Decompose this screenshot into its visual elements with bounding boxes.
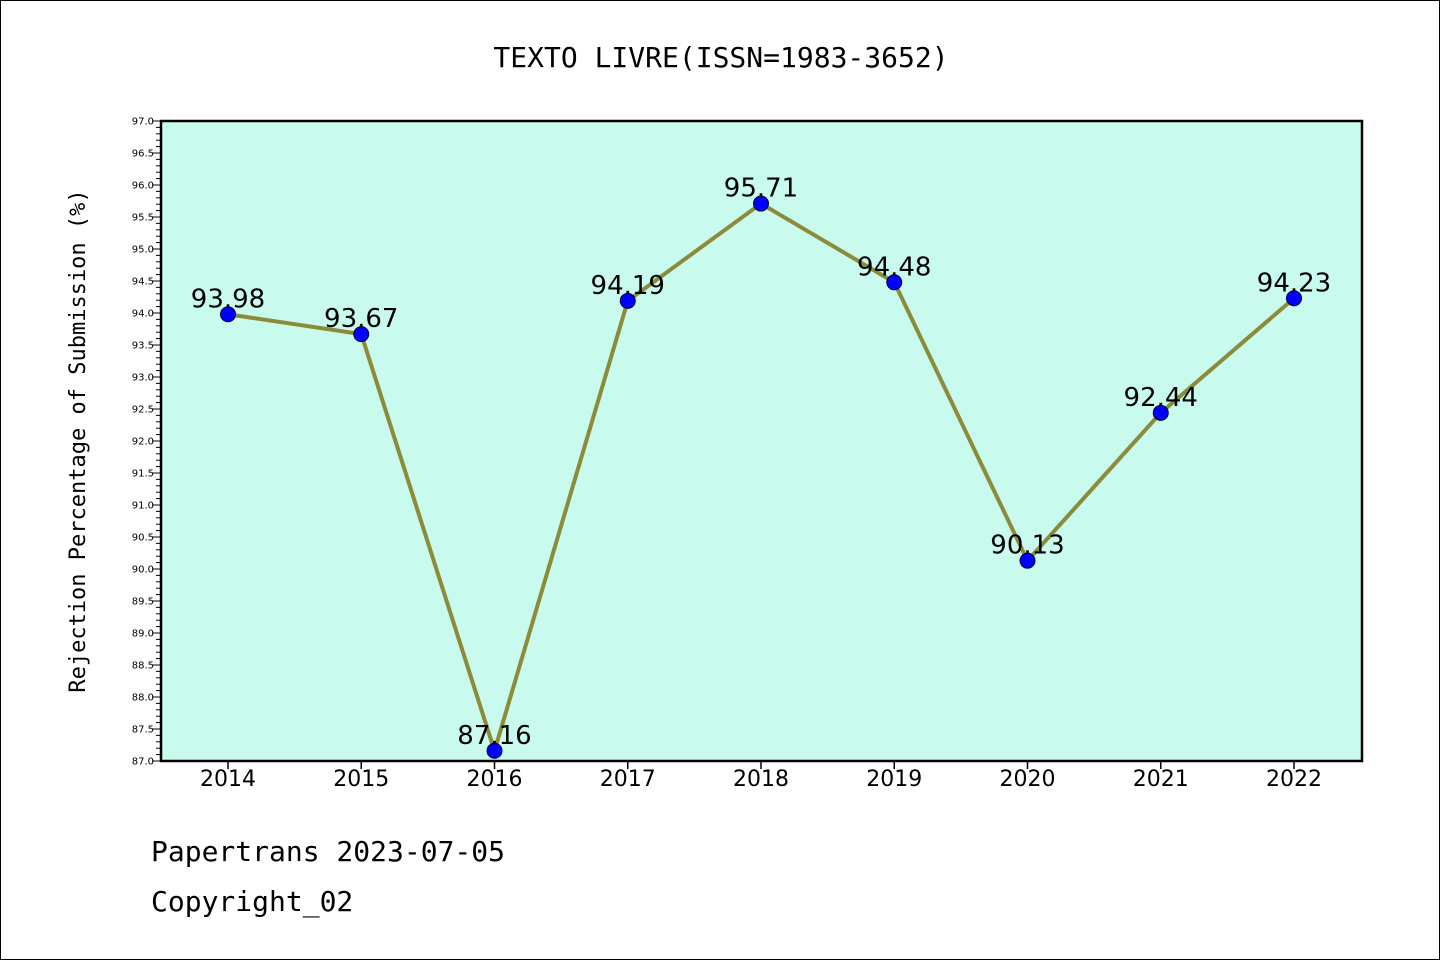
- data-point: [1286, 290, 1302, 307]
- y-tick-label: 90.5: [132, 533, 154, 544]
- data-point: [353, 326, 370, 343]
- data-point: [886, 274, 903, 291]
- y-tick-label: 93.5: [132, 341, 154, 352]
- data-label: 94.48: [857, 252, 931, 282]
- data-point: [1152, 404, 1169, 421]
- y-tick-label: 94.0: [132, 309, 154, 320]
- x-tick-label: 2016: [467, 767, 523, 792]
- data-label: 92.44: [1124, 383, 1198, 413]
- copyright-note: Copyright_02: [151, 885, 354, 918]
- data-label: 94.19: [591, 271, 665, 301]
- data-point: [753, 195, 769, 212]
- x-tick-label: 2022: [1266, 767, 1322, 792]
- y-tick-label: 93.0: [132, 373, 154, 384]
- y-tick-label: 95.0: [132, 245, 154, 256]
- x-tick-label: 2021: [1133, 767, 1189, 792]
- data-label: 90.13: [990, 531, 1064, 561]
- y-tick-label: 88.0: [132, 693, 154, 704]
- x-tick-label: 2014: [200, 767, 256, 792]
- y-axis-label: Rejection Percentage of Submission (%): [66, 189, 91, 692]
- y-tick-label: 92.5: [132, 405, 154, 416]
- x-tick-label: 2019: [866, 767, 922, 792]
- y-tick-label: 94.5: [132, 277, 154, 288]
- y-tick-label: 96.5: [132, 149, 154, 160]
- data-label: 94.23: [1257, 268, 1331, 298]
- chart-title: TEXTO LIVRE(ISSN=1983-3652): [493, 41, 948, 74]
- data-point: [486, 742, 503, 759]
- y-tick-label: 90.0: [132, 565, 154, 576]
- data-label: 87.16: [457, 721, 531, 751]
- x-tick-label: 2017: [600, 767, 656, 792]
- data-point: [220, 306, 236, 323]
- x-tick-label: 2020: [1000, 767, 1056, 792]
- y-tick-label: 87.5: [132, 725, 154, 736]
- y-tick-label: 97.0: [132, 117, 154, 128]
- y-tick-label: 88.5: [132, 661, 154, 672]
- data-label: 95.71: [724, 174, 798, 204]
- data-label: 93.67: [324, 304, 398, 334]
- source-note: Papertrans 2023-07-05: [151, 835, 506, 868]
- data-label: 93.98: [191, 284, 265, 314]
- y-tick-label: 89.5: [132, 597, 154, 608]
- data-point: [619, 292, 636, 309]
- y-tick-label: 91.0: [132, 501, 154, 512]
- plot-frame: [159, 119, 1364, 763]
- y-tick-label: 89.0: [132, 629, 154, 640]
- y-tick-label: 95.5: [132, 213, 154, 224]
- y-tick-label: 87.0: [132, 757, 154, 768]
- plot-background: [161, 121, 1362, 761]
- y-tick-label: 96.0: [132, 181, 154, 192]
- plot-area: 87.0 87.5 88.0 88.5 89.0 89.5 90.0 90.5 91.0 91.5…: [132, 117, 1364, 792]
- y-tick-label: 92.0: [132, 437, 154, 448]
- y-tick-label: 91.5: [132, 469, 154, 480]
- x-tick-label: 2015: [333, 767, 389, 792]
- x-tick-label: 2018: [733, 767, 789, 792]
- data-point: [1019, 552, 1036, 569]
